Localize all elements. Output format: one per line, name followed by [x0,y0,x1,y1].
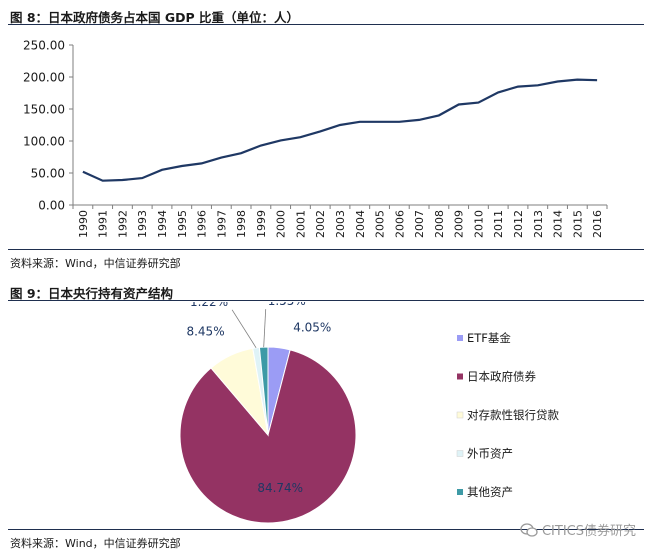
x-tick-label: 2004 [354,210,367,238]
pie-data-label: 1.22% [190,302,228,309]
legend-label: 对存款性银行贷款 [467,408,559,422]
source-rule-1 [8,249,644,250]
x-tick-label: 2008 [433,210,446,238]
x-tick-label: 1991 [97,210,110,238]
x-tick-label: 1999 [255,210,268,238]
legend-swatch [456,450,464,457]
y-tick-label: 50.00 [31,167,65,181]
legend-swatch [457,489,463,495]
pie-slices [179,346,357,524]
y-tick-label: 250.00 [23,39,65,53]
pie-data-label: 4.05% [293,321,331,335]
pie-data-labels: 4.05% 84.74% 8.45% 1.22% 1.55% [186,302,331,495]
legend-swatch [457,373,463,380]
legend-swatch [456,411,464,419]
watermark-text: CITICS债券研究 [541,524,636,539]
watermark: CITICS债券研究 [520,520,636,539]
x-tick-label: 2007 [413,210,426,238]
title-rule-2 [8,300,644,301]
x-axis: 1990 1991 1992 1993 1994 1995 1996 1997 1998 1999… [72,204,608,238]
y-tick-label: 150.00 [23,103,65,117]
legend-label: 日本政府债券 [467,370,536,384]
pie-slice [258,346,269,436]
x-tick-label: 1996 [196,210,209,238]
title-rule-top [8,24,644,25]
x-tick-label: 2006 [393,210,406,238]
x-tick-label: 2005 [374,210,387,238]
y-axis: 0.00 50.00 100.00 150.00 200.00 250.00 [23,39,74,213]
x-tick-label: 2015 [571,210,584,238]
x-tick-label: 2002 [314,210,327,238]
x-tick-label: 2016 [591,210,604,238]
y-tick-label: 200.00 [23,71,65,85]
legend-label: 外币资产 [467,447,513,461]
x-tick-label: 2000 [275,210,288,238]
x-tick-label: 2011 [492,210,505,238]
x-tick-label: 2001 [294,210,307,238]
x-tick-label: 1993 [136,210,149,238]
legend-label: 其他资产 [467,485,513,499]
series-line [82,78,598,182]
x-tick-label: 1994 [156,210,169,238]
figure-9-title: 图 9：日本央行持有资产结构 [10,286,174,301]
y-tick-label: 100.00 [23,135,65,149]
x-tick-label: 2009 [453,210,466,238]
leader-line [231,309,257,349]
x-tick-label: 1998 [235,210,248,238]
pie-chart: 4.05% 84.74% 8.45% 1.22% 1.55% ETF基金日本政府债券对存… [179,302,559,524]
x-tick-label: 1997 [215,210,228,238]
source-rule-2 [8,529,644,530]
legend-swatch [457,335,463,341]
x-tick-label: 2012 [512,210,525,238]
x-tick-label: 2010 [472,210,485,238]
figure-9-source: 资料来源：Wind，中信证券研究部 [10,537,181,550]
pie-slice [179,349,357,524]
x-tick-label: 1990 [77,210,90,238]
pie-data-label: 1.55% [268,302,306,308]
legend-label: ETF基金 [467,331,511,345]
pie-data-label: 8.45% [186,324,224,338]
leader-line [263,309,267,348]
pie-leader-lines [231,309,267,349]
y-tick-label: 0.00 [38,199,65,213]
pie-data-label: 84.74% [257,481,303,495]
figure-8-source: 资料来源：Wind，中信证券研究部 [10,257,181,270]
x-tick-label: 1992 [116,210,129,238]
x-tick-label: 2014 [552,210,565,238]
x-tick-label: 2003 [334,210,347,238]
x-tick-label: 2013 [532,210,545,238]
wechat-icon [520,522,538,537]
figure-8-title: 图 8：日本政府债务占本国 GDP 比重（单位：人） [10,10,300,25]
x-tick-label: 1995 [176,210,189,238]
